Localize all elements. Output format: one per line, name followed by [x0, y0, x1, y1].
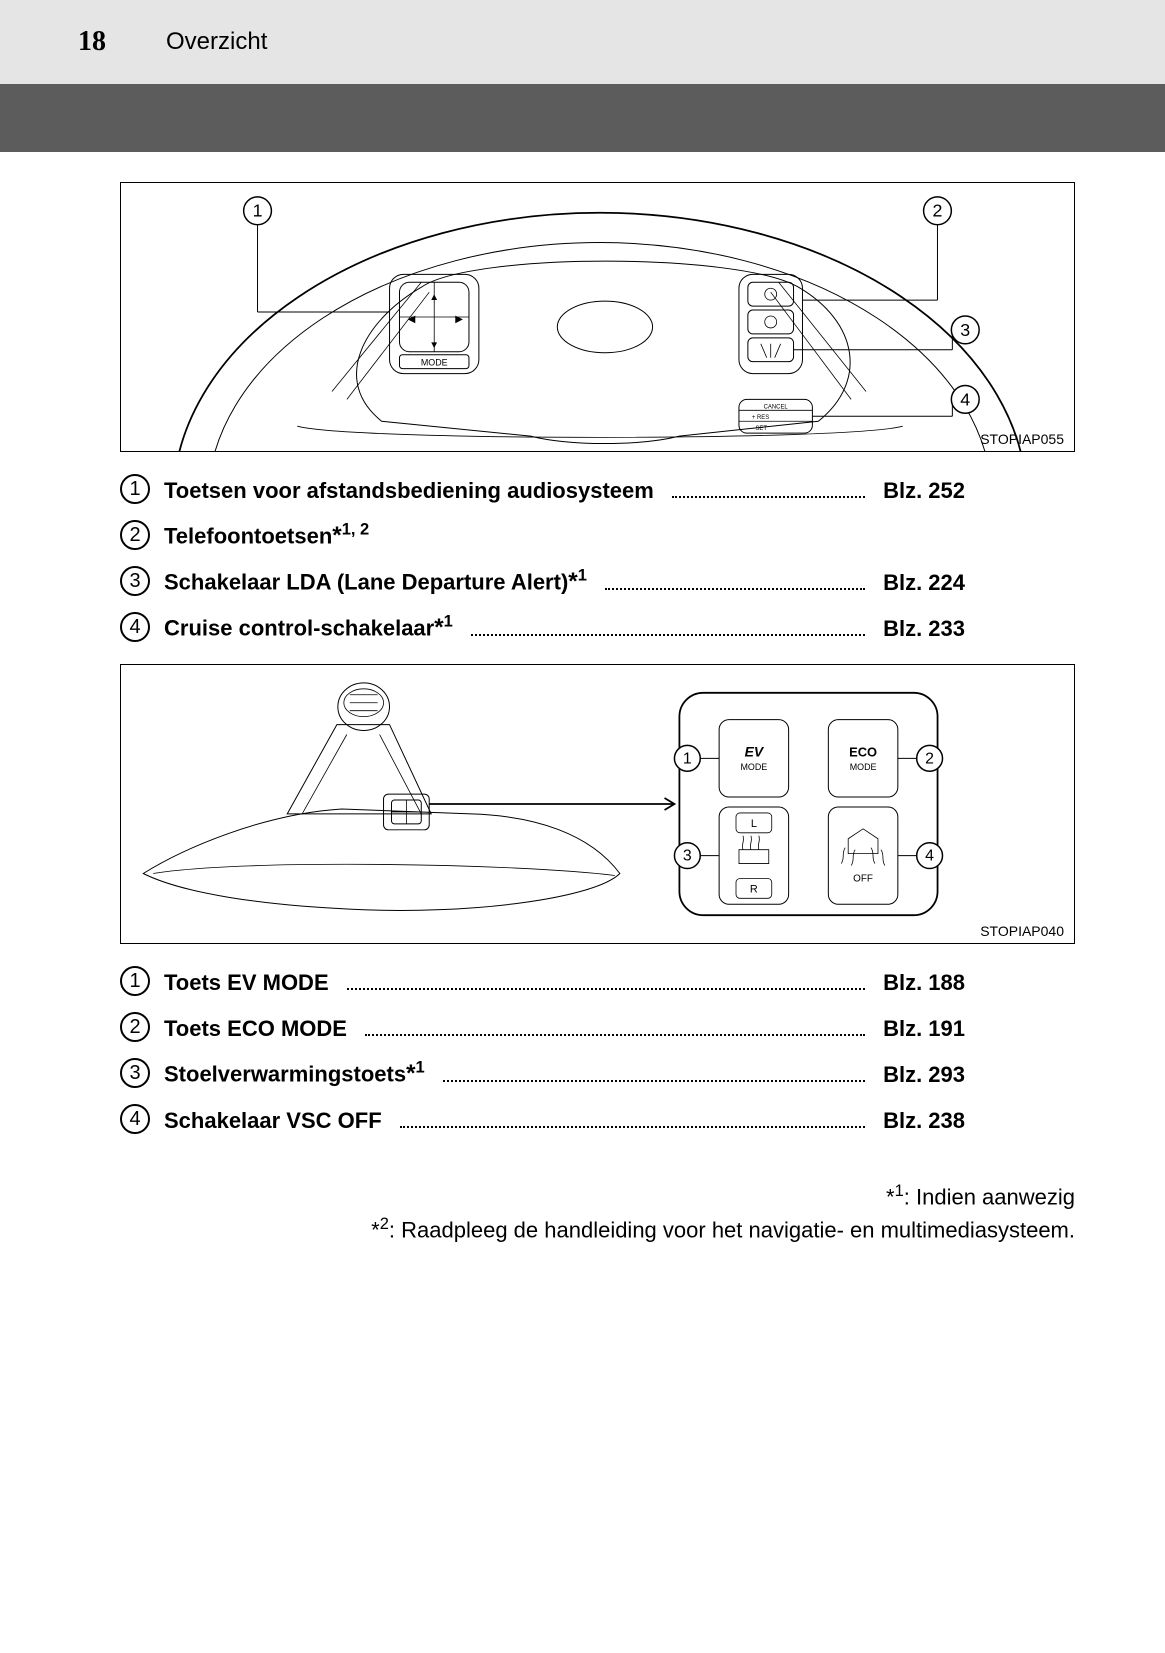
ref-number: 2: [120, 520, 150, 550]
svg-text:▲: ▲: [429, 292, 439, 303]
svg-text:- SET: - SET: [752, 426, 768, 432]
ref-leader-dots: [605, 588, 865, 590]
ref-number: 1: [120, 474, 150, 504]
console-svg: EV MODE ECO MODE L R: [121, 665, 1074, 943]
footnote-2: *2: Raadpleeg de handleiding voor het na…: [120, 1215, 1075, 1243]
ev-line1: EV: [745, 743, 765, 759]
eco-line2: MODE: [850, 762, 877, 772]
ref-label: Stoelverwarmingstoets*1: [164, 1059, 425, 1088]
svg-text:▼: ▼: [429, 340, 439, 351]
svg-text:4: 4: [960, 389, 970, 409]
ref-leader-dots: [471, 634, 865, 636]
section-title: Overzicht: [166, 28, 267, 56]
figure-steering-wheel: ▲ ▼ ◀ ▶ MODE: [120, 182, 1075, 452]
ref-number: 4: [120, 612, 150, 642]
svg-text:▶: ▶: [455, 314, 463, 325]
ref-label: Cruise control-schakelaar*1: [164, 613, 453, 642]
svg-text:3: 3: [960, 320, 970, 340]
ref-item: 2 Toets ECO MODE Blz. 191: [120, 1012, 1075, 1042]
mode-label: MODE: [421, 358, 448, 368]
figure-console: EV MODE ECO MODE L R: [120, 664, 1075, 944]
seat-L: L: [751, 818, 757, 830]
ref-number: 1: [120, 966, 150, 996]
ref-page: Blz. 238: [883, 1108, 965, 1134]
eco-line1: ECO: [849, 744, 877, 759]
ref-item: 4 Cruise control-schakelaar*1 Blz. 233: [120, 612, 1075, 642]
header-band: 18 Overzicht: [0, 0, 1165, 84]
svg-text:2: 2: [932, 201, 942, 221]
ref-leader-dots: [672, 496, 865, 498]
ref-page: Blz. 191: [883, 1016, 965, 1042]
ref-list-2: 1 Toets EV MODE Blz. 188 2 Toets ECO MODE Blz…: [120, 966, 1075, 1134]
ref-item: 3 Schakelaar LDA (Lane Departure Alert)*1…: [120, 566, 1075, 596]
svg-text:CANCEL: CANCEL: [764, 404, 789, 410]
ref-page: Blz. 224: [883, 570, 965, 596]
ref-leader-dots: [400, 1126, 865, 1128]
ref-leader-dots: [365, 1034, 865, 1036]
header-dark-bar: [0, 84, 1165, 152]
footnotes: *1: Indien aanwezig *2: Raadpleeg de han…: [120, 1178, 1075, 1243]
ref-item: 2 Telefoontoetsen*1, 2: [120, 520, 1075, 550]
ref-item: 4 Schakelaar VSC OFF Blz. 238: [120, 1104, 1075, 1134]
seat-R: R: [750, 883, 758, 895]
footnote-1: *1: Indien aanwezig: [120, 1182, 1075, 1210]
ref-label: Schakelaar LDA (Lane Departure Alert)*1: [164, 567, 587, 596]
ref-number: 3: [120, 1058, 150, 1088]
page-number: 18: [78, 26, 106, 58]
ref-label: Schakelaar VSC OFF: [164, 1108, 382, 1134]
ref-page: Blz. 293: [883, 1062, 965, 1088]
svg-text:4: 4: [925, 848, 934, 865]
ref-page: Blz. 188: [883, 970, 965, 996]
ref-label: Toets ECO MODE: [164, 1016, 347, 1042]
ref-number: 4: [120, 1104, 150, 1134]
ref-label: Telefoontoetsen*1, 2: [164, 521, 369, 550]
ref-list-1: 1 Toetsen voor afstandsbediening audiosys…: [120, 474, 1075, 642]
ref-page: Blz. 233: [883, 616, 965, 642]
svg-text:1: 1: [253, 201, 263, 221]
ref-page: Blz. 252: [883, 478, 965, 504]
figure-id-2: STOPIAP040: [980, 923, 1064, 939]
figure-id-1: STOPIAP055: [980, 431, 1064, 447]
ref-label: Toetsen voor afstandsbediening audiosyst…: [164, 478, 654, 504]
ref-item: 3 Stoelverwarmingstoets*1 Blz. 293: [120, 1058, 1075, 1088]
ref-leader-dots: [443, 1080, 865, 1082]
ref-label: Toets EV MODE: [164, 970, 329, 996]
ref-number: 3: [120, 566, 150, 596]
ref-leader-dots: [347, 988, 865, 990]
ref-number: 2: [120, 1012, 150, 1042]
ref-item: 1 Toetsen voor afstandsbediening audiosys…: [120, 474, 1075, 504]
ev-line2: MODE: [740, 762, 767, 772]
vsc-off-label: OFF: [853, 873, 873, 884]
svg-text:+ RES: + RES: [752, 415, 769, 421]
svg-text:3: 3: [683, 848, 692, 865]
svg-text:1: 1: [683, 750, 692, 767]
steering-wheel-svg: ▲ ▼ ◀ ▶ MODE: [121, 183, 1074, 451]
svg-text:2: 2: [925, 750, 934, 767]
ref-item: 1 Toets EV MODE Blz. 188: [120, 966, 1075, 996]
